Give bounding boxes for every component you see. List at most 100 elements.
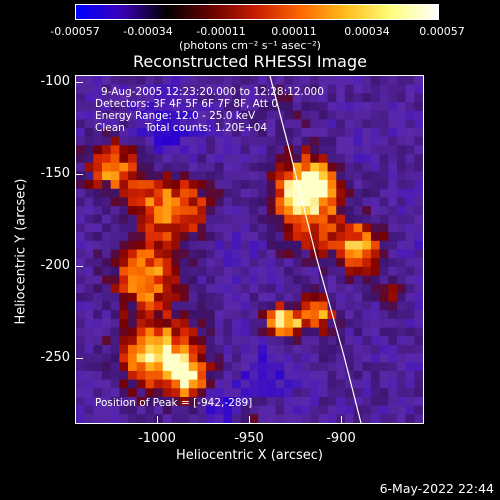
image-pixel: [171, 171, 181, 181]
image-pixel: [258, 258, 268, 268]
image-pixel: [76, 388, 86, 398]
image-pixel: [232, 154, 242, 164]
image-pixel: [128, 318, 138, 329]
image-pixel: [119, 119, 129, 129]
image-pixel: [344, 353, 355, 363]
image-pixel: [240, 379, 251, 389]
image-pixel: [249, 249, 259, 259]
energy-range-text: Energy Range: 12.0 - 25.0 keV: [95, 110, 256, 122]
image-pixel: [362, 110, 372, 120]
image-pixel: [249, 128, 259, 138]
image-pixel: [110, 414, 120, 423]
image-pixel: [232, 145, 242, 155]
image-pixel: [93, 414, 103, 423]
image-pixel: [388, 405, 398, 415]
image-pixel: [327, 180, 337, 190]
image-pixel: [102, 353, 112, 363]
image-pixel: [136, 214, 147, 225]
image-pixel: [119, 379, 129, 389]
image-pixel: [232, 353, 242, 363]
image-pixel: [102, 171, 112, 181]
image-pixel: [180, 119, 190, 129]
image-pixel: [232, 301, 242, 311]
image-pixel: [76, 318, 86, 329]
image-pixel: [336, 214, 346, 225]
image-pixel: [93, 379, 103, 389]
image-pixel: [154, 284, 164, 294]
image-pixel: [206, 362, 216, 372]
image-pixel: [180, 353, 190, 363]
image-pixel: [310, 93, 320, 103]
image-pixel: [284, 162, 294, 173]
image-pixel: [136, 353, 147, 363]
image-pixel: [136, 232, 147, 242]
image-pixel: [76, 275, 86, 285]
image-pixel: [214, 188, 225, 199]
image-pixel: [301, 240, 311, 251]
image-pixel: [93, 162, 103, 173]
image-pixel: [266, 275, 277, 285]
image-pixel: [266, 258, 277, 268]
image-pixel: [128, 353, 138, 363]
image-pixel: [145, 154, 155, 164]
image-pixel: [249, 171, 259, 181]
image-pixel: [344, 266, 355, 277]
image-pixel: [102, 396, 112, 407]
image-pixel: [171, 414, 181, 423]
image-pixel: [388, 102, 398, 112]
image-pixel: [84, 266, 94, 277]
image-pixel: [284, 362, 294, 372]
image-pixel: [84, 136, 94, 147]
image-pixel: [188, 145, 199, 155]
image-pixel: [388, 232, 398, 242]
image-pixel: [362, 379, 372, 389]
image-pixel: [310, 162, 320, 173]
image-pixel: [171, 145, 181, 155]
image-pixel: [310, 388, 320, 398]
image-pixel: [110, 154, 120, 164]
image-pixel: [396, 128, 407, 138]
image-pixel: [370, 266, 381, 277]
image-pixel: [292, 162, 303, 173]
image-pixel: [119, 318, 129, 329]
image-pixel: [414, 275, 423, 285]
image-pixel: [388, 284, 398, 294]
image-pixel: [249, 206, 259, 216]
image-pixel: [396, 370, 407, 381]
image-pixel: [214, 110, 225, 120]
image-pixel: [102, 136, 112, 147]
image-pixel: [214, 232, 225, 242]
image-pixel: [188, 162, 199, 173]
image-pixel: [214, 388, 225, 398]
image-pixel: [171, 93, 181, 103]
image-pixel: [206, 370, 216, 381]
image-pixel: [275, 214, 285, 225]
image-pixel: [206, 93, 216, 103]
image-pixel: [119, 396, 129, 407]
image-pixel: [275, 266, 285, 277]
image-pixel: [310, 396, 320, 407]
image-pixel: [310, 310, 320, 320]
image-pixel: [93, 197, 103, 207]
image-pixel: [336, 327, 346, 337]
image-pixel: [154, 249, 164, 259]
image-pixel: [318, 145, 329, 155]
image-pixel: [284, 197, 294, 207]
image-pixel: [240, 76, 251, 86]
image-pixel: [405, 275, 415, 285]
image-pixel: [232, 84, 242, 94]
image-pixel: [206, 284, 216, 294]
image-pixel: [102, 214, 112, 225]
image-pixel: [128, 362, 138, 372]
image-pixel: [327, 370, 337, 381]
image-pixel: [206, 353, 216, 363]
image-pixel: [136, 188, 147, 199]
image-pixel: [388, 379, 398, 389]
image-pixel: [93, 266, 103, 277]
image-pixel: [292, 240, 303, 251]
image-pixel: [396, 162, 407, 173]
image-pixel: [128, 180, 138, 190]
image-pixel: [379, 240, 389, 251]
image-pixel: [93, 110, 103, 120]
image-pixel: [180, 136, 190, 147]
